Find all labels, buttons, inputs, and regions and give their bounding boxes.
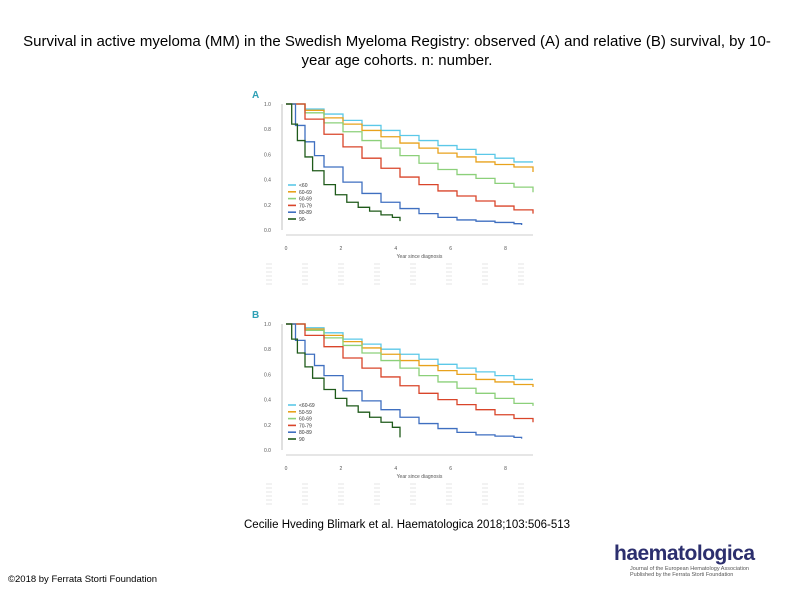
x-tick-label: 8 [504, 246, 507, 252]
legend-label: <60-69 [299, 403, 315, 409]
x-tick-label: 6 [449, 466, 452, 472]
y-tick-label: 0.4 [264, 178, 271, 184]
x-tick-label: 8 [504, 466, 507, 472]
series-line [286, 103, 401, 222]
y-tick-label: 0.0 [264, 448, 271, 454]
series-line [286, 103, 534, 214]
citation: Cecilie Hveding Blimark et al. Haematolo… [244, 519, 571, 531]
x-tick-label: 2 [339, 466, 342, 472]
y-tick-label: 0.0 [264, 228, 271, 234]
x-tick-label: 4 [394, 466, 397, 472]
logo-subtitle-2: Published by the Ferrata Storti Foundati… [630, 572, 734, 578]
y-tick-label: 0.6 [264, 372, 271, 378]
legend-label: 90- [299, 217, 307, 223]
legend-label: 60-69 [299, 190, 312, 196]
legend-label: 80-89 [299, 430, 312, 436]
journal-logo: haematologica Journal of the European He… [600, 542, 790, 578]
x-tick-label: 0 [285, 246, 288, 252]
y-tick-label: 0.2 [264, 423, 271, 429]
legend-label: 50-59 [299, 410, 312, 416]
x-tick-label: 4 [394, 246, 397, 252]
copyright: ©2018 by Ferrata Storti Foundation [8, 574, 158, 585]
x-axis-label: Year since diagnosis [397, 254, 443, 260]
series-line [286, 323, 523, 439]
chart-panel-a: A 0.0 0.2 0.4 0.6 0.8 1.0 0 2 4 6 8 Year since diagn… [252, 90, 534, 285]
legend-label: 70-79 [299, 203, 312, 209]
y-tick-label: 0.6 [264, 152, 271, 158]
series-line [286, 103, 533, 163]
legend-label: 80-89 [299, 210, 312, 216]
y-tick-label: 0.2 [264, 203, 271, 209]
x-tick-label: 0 [285, 466, 288, 472]
series-line [286, 103, 523, 225]
figure: A 0.0 0.2 0.4 0.6 0.8 1.0 0 2 4 6 8 Year since diagn… [248, 84, 548, 514]
legend-label: <60 [299, 183, 308, 189]
series-line [286, 103, 534, 193]
legend-label: 70-79 [299, 423, 312, 429]
panel-label: B [252, 310, 259, 321]
y-tick-label: 1.0 [264, 322, 271, 328]
x-axis-label: Year since diagnosis [397, 474, 443, 480]
logo-wordmark: haematologica [614, 542, 755, 565]
y-tick-label: 0.4 [264, 398, 271, 404]
series-line [286, 103, 534, 173]
chart-panel-b: B 0.0 0.2 0.4 0.6 0.8 1.0 0 2 4 6 8 Year since diagn… [252, 310, 534, 505]
legend-label: 60-69 [299, 417, 312, 423]
series-line [286, 323, 534, 387]
series-line [286, 323, 534, 406]
figure-title: Survival in active myeloma (MM) in the S… [23, 33, 771, 69]
series-line [286, 323, 534, 423]
panel-label: A [252, 90, 259, 101]
series-line [286, 323, 533, 381]
y-tick-label: 0.8 [264, 127, 271, 133]
legend-label: 60-69 [299, 197, 312, 203]
y-tick-label: 1.0 [264, 102, 271, 108]
x-tick-label: 6 [449, 246, 452, 252]
series-line [286, 323, 401, 438]
x-tick-label: 2 [339, 246, 342, 252]
y-tick-label: 0.8 [264, 347, 271, 353]
logo-subtitle-1: Journal of the European Hematology Assoc… [630, 566, 749, 572]
legend-label: 90 [299, 437, 305, 443]
